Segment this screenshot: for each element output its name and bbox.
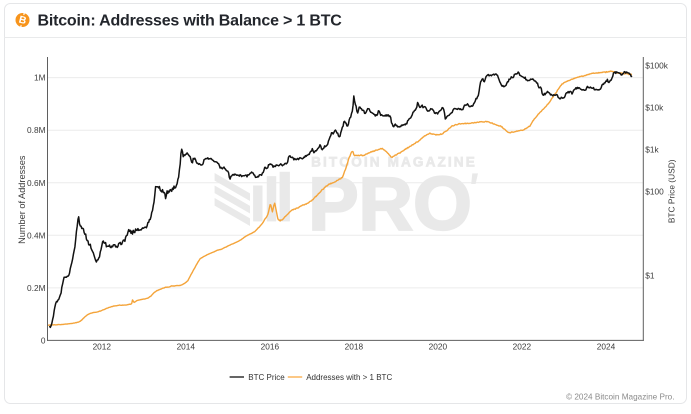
svg-text:BTC Price (USD): BTC Price (USD) [666,159,676,223]
svg-text:0.4M: 0.4M [27,230,46,240]
svg-text:2022: 2022 [513,341,532,351]
svg-text:2014: 2014 [177,341,196,351]
svg-text:2024: 2024 [597,341,616,351]
svg-text:0.8M: 0.8M [27,125,46,135]
svg-text:© 2024 Bitcoin Magazine Pro.: © 2024 Bitcoin Magazine Pro. [566,393,674,402]
svg-text:$100k: $100k [645,60,668,70]
svg-text:1M: 1M [34,73,46,83]
svg-text:BITCOIN MAGAZINE: BITCOIN MAGAZINE [311,155,477,170]
svg-text:Bitcoin: Addresses with Balanc: Bitcoin: Addresses with Balance > 1 BTC [38,13,343,30]
svg-text:0.6M: 0.6M [27,178,46,188]
svg-text:2020: 2020 [429,341,448,351]
svg-text:$1: $1 [645,270,655,280]
svg-text:Number of Addresses: Number of Addresses [17,155,27,244]
svg-text:2018: 2018 [345,341,364,351]
svg-text:0: 0 [41,335,46,345]
svg-text:BTC Price: BTC Price [248,373,285,382]
svg-text:PRO: PRO [308,162,472,246]
svg-text:$100: $100 [645,186,664,196]
svg-text:0.2M: 0.2M [27,283,46,293]
svg-text:$10k: $10k [645,102,664,112]
svg-text:2016: 2016 [261,341,280,351]
svg-text:B: B [18,15,28,27]
svg-text:Addresses with > 1 BTC: Addresses with > 1 BTC [306,373,392,382]
svg-text:$1k: $1k [645,144,659,154]
svg-text:2012: 2012 [93,341,112,351]
